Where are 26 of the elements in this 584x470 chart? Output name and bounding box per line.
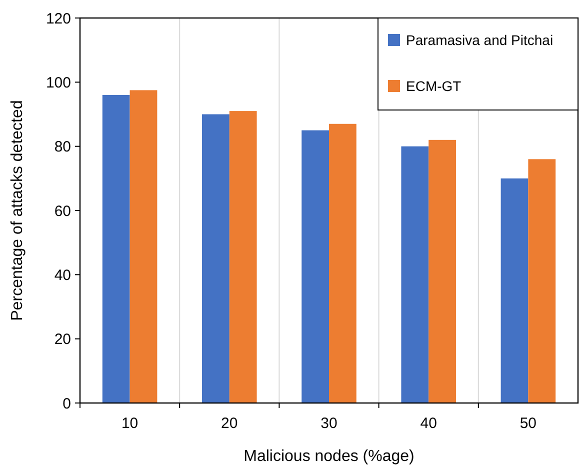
- y-tick-label: 0: [62, 395, 71, 412]
- bar: [202, 114, 230, 403]
- bar: [401, 146, 429, 403]
- bar: [229, 111, 257, 403]
- bar: [428, 140, 456, 403]
- bar: [528, 159, 556, 403]
- y-axis-title: Percentage of attacks detected: [9, 100, 26, 321]
- bar: [500, 178, 528, 403]
- y-tick-label: 60: [54, 202, 71, 220]
- y-tick-label: 120: [46, 10, 71, 28]
- x-tick-label: 30: [320, 415, 338, 432]
- x-tick-label: 10: [121, 415, 138, 432]
- x-tick-label: 40: [420, 415, 437, 432]
- legend-label: Paramasiva and Pitchai: [406, 32, 554, 48]
- y-tick-label: 80: [54, 138, 71, 156]
- bar: [130, 90, 158, 403]
- y-tick-label: 40: [54, 266, 71, 284]
- x-tick-label: 20: [221, 415, 238, 432]
- bar: [102, 95, 130, 403]
- x-axis-title: Malicious nodes (%age): [244, 448, 414, 465]
- y-tick-label: 20: [54, 331, 71, 348]
- y-tick-label: 100: [46, 74, 71, 92]
- bar: [302, 130, 329, 403]
- legend-label: ECM-GT: [406, 78, 462, 94]
- bar: [329, 124, 356, 403]
- x-tick-label: 50: [520, 415, 537, 432]
